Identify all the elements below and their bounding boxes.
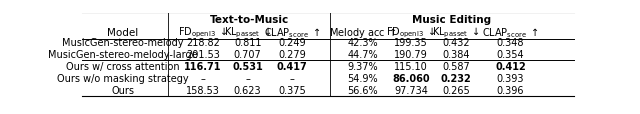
Text: CLAP$_{\rm score}$ $\uparrow$: CLAP$_{\rm score}$ $\uparrow$ bbox=[264, 26, 321, 40]
Text: 56.6%: 56.6% bbox=[348, 85, 378, 95]
Text: 0.587: 0.587 bbox=[442, 61, 470, 71]
Text: 0.432: 0.432 bbox=[442, 37, 470, 47]
Text: 0.393: 0.393 bbox=[497, 73, 524, 83]
Text: MusicGen-stereo-melody-large: MusicGen-stereo-melody-large bbox=[48, 49, 198, 59]
Text: FD$_{\rm openl3}$ $\downarrow$: FD$_{\rm openl3}$ $\downarrow$ bbox=[178, 26, 228, 40]
Text: 116.71: 116.71 bbox=[184, 61, 221, 71]
Text: 201.53: 201.53 bbox=[186, 49, 220, 59]
Text: 0.232: 0.232 bbox=[440, 73, 471, 83]
Text: CLAP$_{\rm score}$ $\uparrow$: CLAP$_{\rm score}$ $\uparrow$ bbox=[482, 26, 539, 40]
Text: 0.348: 0.348 bbox=[497, 37, 524, 47]
Text: 0.811: 0.811 bbox=[234, 37, 261, 47]
Text: –: – bbox=[290, 73, 295, 83]
Text: 218.82: 218.82 bbox=[186, 37, 220, 47]
Text: 86.060: 86.060 bbox=[392, 73, 430, 83]
Text: 0.396: 0.396 bbox=[497, 85, 524, 95]
Text: 115.10: 115.10 bbox=[394, 61, 428, 71]
Text: Ours: Ours bbox=[111, 85, 134, 95]
Text: 0.707: 0.707 bbox=[234, 49, 262, 59]
Text: 54.9%: 54.9% bbox=[348, 73, 378, 83]
Text: 42.3%: 42.3% bbox=[348, 37, 378, 47]
Text: 0.384: 0.384 bbox=[442, 49, 470, 59]
Text: 158.53: 158.53 bbox=[186, 85, 220, 95]
Text: 9.37%: 9.37% bbox=[348, 61, 378, 71]
Text: 0.249: 0.249 bbox=[278, 37, 306, 47]
Text: 0.375: 0.375 bbox=[278, 85, 306, 95]
Text: 0.417: 0.417 bbox=[277, 61, 308, 71]
Text: FD$_{\rm openl3}$ $\downarrow$: FD$_{\rm openl3}$ $\downarrow$ bbox=[387, 26, 436, 40]
Text: KL$_{\rm passet}$ $\downarrow$: KL$_{\rm passet}$ $\downarrow$ bbox=[432, 26, 480, 40]
Text: –: – bbox=[200, 73, 205, 83]
Text: 0.623: 0.623 bbox=[234, 85, 262, 95]
Text: 190.79: 190.79 bbox=[394, 49, 428, 59]
Text: Model: Model bbox=[107, 28, 138, 38]
Text: Ours w/ cross attention: Ours w/ cross attention bbox=[66, 61, 179, 71]
Text: 0.412: 0.412 bbox=[495, 61, 526, 71]
Text: Ours w/o masking strategy: Ours w/o masking strategy bbox=[57, 73, 188, 83]
Text: 0.279: 0.279 bbox=[278, 49, 306, 59]
Text: KL$_{\rm passet}$ $\downarrow$: KL$_{\rm passet}$ $\downarrow$ bbox=[224, 26, 271, 40]
Text: 0.531: 0.531 bbox=[232, 61, 263, 71]
Text: Text-to-Music: Text-to-Music bbox=[210, 15, 289, 25]
Text: MusicGen-stereo-melody: MusicGen-stereo-melody bbox=[62, 37, 184, 47]
Text: 44.7%: 44.7% bbox=[348, 49, 378, 59]
Text: 0.354: 0.354 bbox=[497, 49, 524, 59]
Text: 199.35: 199.35 bbox=[394, 37, 428, 47]
Text: –: – bbox=[245, 73, 250, 83]
Text: Music Editing: Music Editing bbox=[412, 15, 492, 25]
Text: Melody acc $\uparrow$: Melody acc $\uparrow$ bbox=[329, 26, 397, 40]
Text: 97.734: 97.734 bbox=[394, 85, 428, 95]
Text: 0.265: 0.265 bbox=[442, 85, 470, 95]
